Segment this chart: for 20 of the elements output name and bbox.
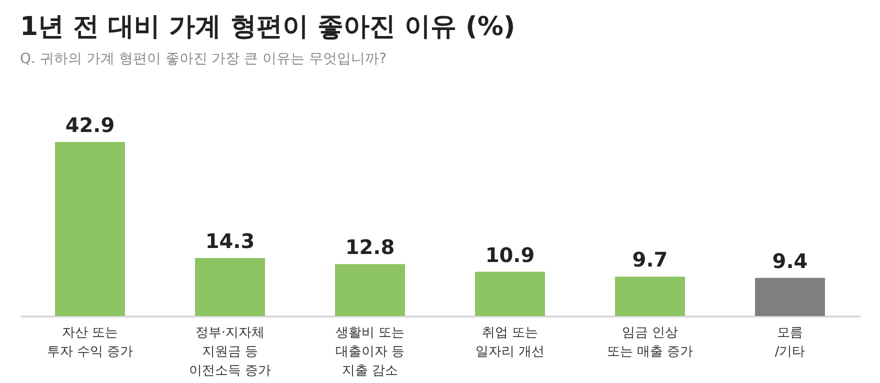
data-label: 9.4 xyxy=(772,248,808,273)
x-tick-label: 자산 또는 투자 수익 증가 xyxy=(46,326,134,360)
x-tick-label: 생활비 또는 대출이자 등 지출 감소 xyxy=(335,326,405,378)
bar xyxy=(335,264,405,316)
x-tick-label: 모름 /기타 xyxy=(774,326,806,360)
x-tick-label: 정부·지자체 지원금 등 이전소득 증가 xyxy=(188,326,272,378)
chart-title: 1년 전 대비 가계 형편이 좋아진 이유 (%) xyxy=(20,12,516,42)
bar xyxy=(195,258,265,316)
bar xyxy=(755,278,825,316)
bar xyxy=(475,272,545,316)
bar xyxy=(615,276,685,316)
x-tick-label: 취업 또는 일자리 개선 xyxy=(475,326,545,360)
data-label: 10.9 xyxy=(485,242,535,267)
data-label: 14.3 xyxy=(205,229,255,253)
bar xyxy=(55,142,125,316)
chart-subtitle: Q. 귀하의 가계 형편이 좋아진 가장 큰 이유는 무엇입니까? xyxy=(20,51,387,67)
data-label: 12.8 xyxy=(345,235,395,260)
x-tick-label: 임금 인상 또는 매출 증가 xyxy=(606,326,694,360)
data-label: 42.9 xyxy=(65,113,115,137)
data-label: 9.7 xyxy=(632,248,668,272)
